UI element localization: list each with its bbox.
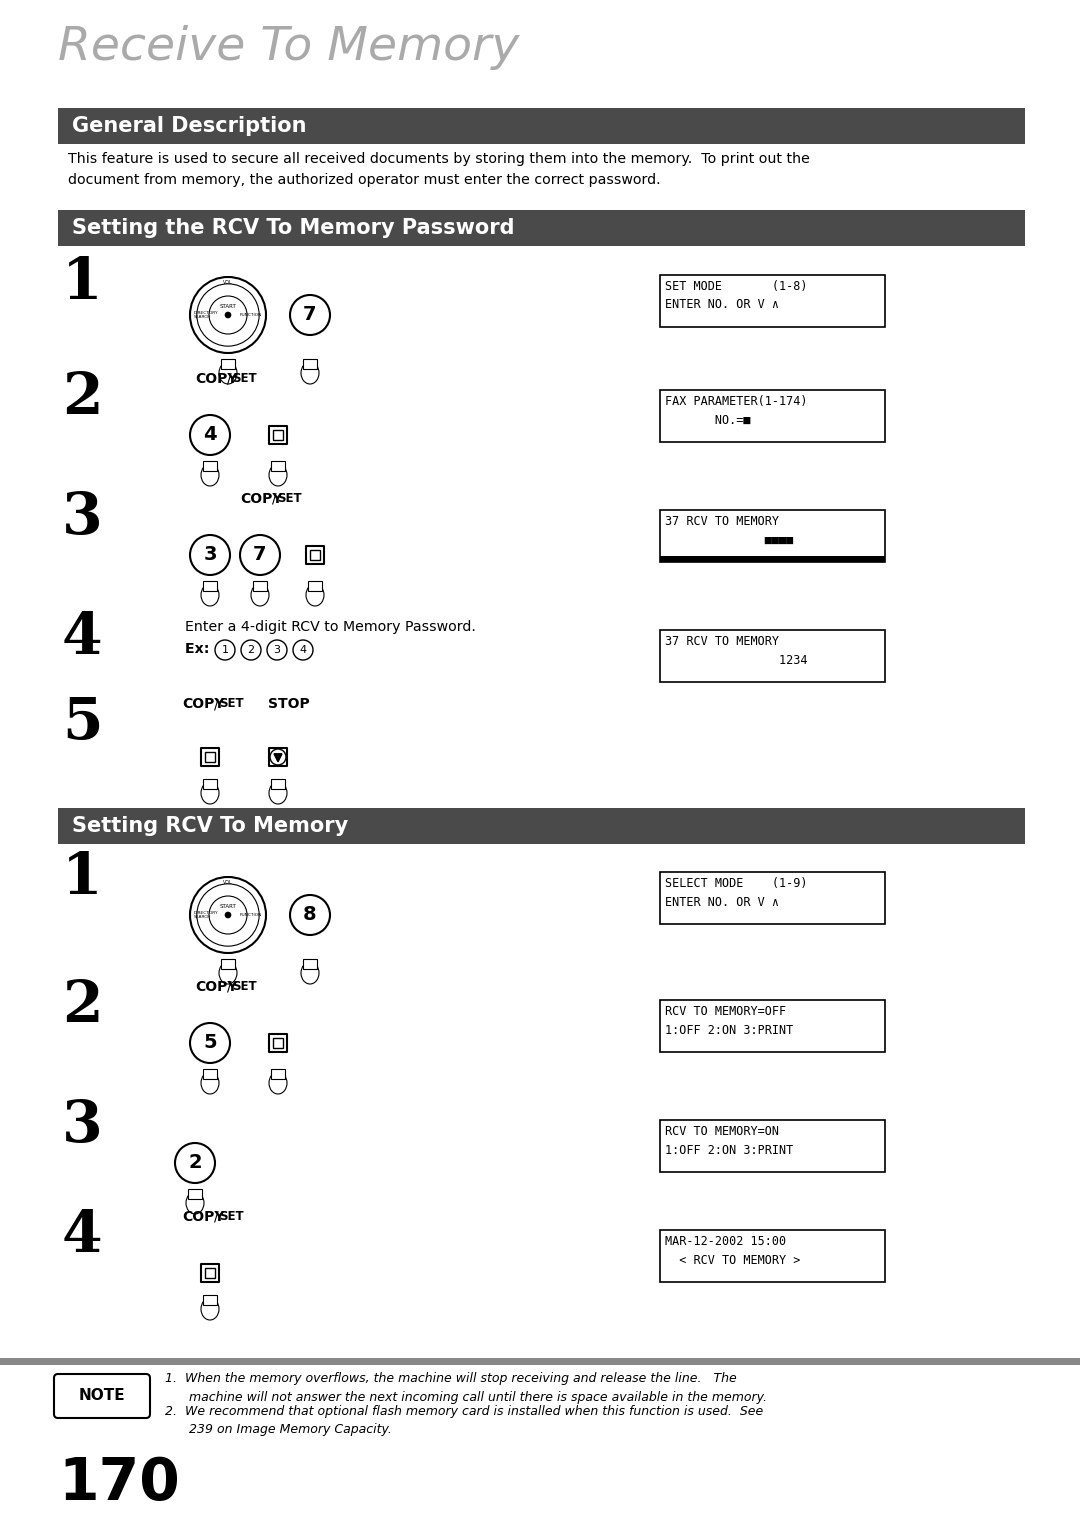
Circle shape bbox=[210, 895, 247, 934]
Bar bbox=[203, 1070, 217, 1079]
Bar bbox=[660, 275, 885, 327]
Text: 4: 4 bbox=[62, 610, 103, 666]
Ellipse shape bbox=[201, 584, 219, 607]
Circle shape bbox=[267, 640, 287, 660]
Text: 7: 7 bbox=[303, 306, 316, 324]
Circle shape bbox=[197, 284, 259, 347]
Text: SET: SET bbox=[232, 371, 257, 385]
Text: VOL: VOL bbox=[224, 280, 233, 286]
Text: Setting the RCV To Memory Password: Setting the RCV To Memory Password bbox=[72, 219, 514, 238]
Ellipse shape bbox=[269, 465, 287, 486]
Circle shape bbox=[215, 640, 235, 660]
Bar bbox=[58, 808, 1025, 843]
Ellipse shape bbox=[201, 1297, 219, 1320]
Circle shape bbox=[190, 1024, 230, 1063]
Text: DIRECTORY
SEARCH: DIRECTORY SEARCH bbox=[194, 911, 218, 920]
Bar bbox=[660, 630, 885, 681]
Text: 2: 2 bbox=[62, 978, 103, 1034]
Text: NOTE: NOTE bbox=[79, 1389, 125, 1404]
Bar bbox=[205, 1268, 215, 1277]
Bar bbox=[308, 581, 322, 591]
Text: SET: SET bbox=[219, 1210, 244, 1222]
Text: General Description: General Description bbox=[72, 116, 307, 136]
Text: START: START bbox=[219, 905, 237, 909]
Bar bbox=[660, 510, 885, 562]
Text: /: / bbox=[272, 492, 276, 506]
Text: 3: 3 bbox=[273, 645, 281, 656]
Text: 7: 7 bbox=[253, 545, 267, 564]
Bar bbox=[303, 359, 318, 368]
Text: Ex:: Ex: bbox=[185, 642, 214, 656]
Ellipse shape bbox=[219, 963, 237, 984]
Bar bbox=[303, 960, 318, 969]
Circle shape bbox=[291, 295, 330, 335]
Circle shape bbox=[190, 877, 266, 953]
Circle shape bbox=[190, 277, 266, 353]
Ellipse shape bbox=[201, 465, 219, 486]
Text: 8: 8 bbox=[303, 906, 316, 924]
Text: Setting RCV To Memory: Setting RCV To Memory bbox=[72, 816, 348, 836]
Text: /: / bbox=[214, 697, 218, 711]
Polygon shape bbox=[274, 753, 282, 762]
Bar bbox=[271, 461, 285, 471]
Ellipse shape bbox=[201, 1073, 219, 1094]
Text: COPY: COPY bbox=[240, 492, 283, 506]
Text: 5: 5 bbox=[62, 695, 103, 750]
Ellipse shape bbox=[306, 584, 324, 607]
Circle shape bbox=[240, 535, 280, 575]
Circle shape bbox=[190, 535, 230, 575]
Text: SET MODE       (1-8)
ENTER NO. OR V ∧: SET MODE (1-8) ENTER NO. OR V ∧ bbox=[665, 280, 808, 312]
Text: Receive To Memory: Receive To Memory bbox=[58, 24, 519, 70]
Text: 3: 3 bbox=[203, 545, 217, 564]
Text: 3: 3 bbox=[62, 1099, 103, 1154]
Bar bbox=[269, 1034, 287, 1051]
Text: COPY: COPY bbox=[183, 1210, 225, 1224]
Bar bbox=[253, 581, 267, 591]
Bar bbox=[205, 752, 215, 762]
Text: SELECT MODE    (1-9)
ENTER NO. OR V ∧: SELECT MODE (1-9) ENTER NO. OR V ∧ bbox=[665, 877, 808, 909]
Text: /: / bbox=[214, 1210, 218, 1224]
Text: START: START bbox=[219, 304, 237, 309]
Bar bbox=[269, 749, 287, 766]
Bar bbox=[201, 1264, 219, 1282]
Bar bbox=[203, 581, 217, 591]
Text: 1: 1 bbox=[62, 850, 103, 906]
Bar bbox=[660, 390, 885, 442]
Text: STOP: STOP bbox=[268, 697, 310, 711]
Bar bbox=[271, 779, 285, 788]
Text: 2: 2 bbox=[247, 645, 255, 656]
Text: SET: SET bbox=[276, 492, 301, 504]
Text: COPY: COPY bbox=[195, 371, 238, 387]
Text: VOL: VOL bbox=[224, 880, 233, 885]
Bar bbox=[203, 779, 217, 788]
Circle shape bbox=[291, 895, 330, 935]
Text: RCV TO MEMORY=ON
1:OFF 2:ON 3:PRINT: RCV TO MEMORY=ON 1:OFF 2:ON 3:PRINT bbox=[665, 1125, 793, 1157]
Bar bbox=[273, 1038, 283, 1048]
Ellipse shape bbox=[201, 782, 219, 804]
Text: FUNCTION: FUNCTION bbox=[240, 914, 262, 917]
Text: 1: 1 bbox=[62, 255, 103, 312]
Text: MAR-12-2002 15:00
  < RCV TO MEMORY >: MAR-12-2002 15:00 < RCV TO MEMORY > bbox=[665, 1235, 800, 1267]
Bar bbox=[221, 960, 235, 969]
Bar bbox=[269, 426, 287, 443]
Text: SET: SET bbox=[219, 697, 244, 711]
Circle shape bbox=[225, 312, 231, 318]
Bar bbox=[660, 556, 885, 562]
Bar bbox=[310, 550, 320, 559]
Text: 1: 1 bbox=[221, 645, 229, 656]
Bar bbox=[307, 545, 324, 564]
Bar bbox=[660, 1120, 885, 1172]
Ellipse shape bbox=[301, 963, 319, 984]
Circle shape bbox=[241, 640, 261, 660]
Ellipse shape bbox=[301, 362, 319, 384]
Text: 3: 3 bbox=[62, 490, 103, 545]
Text: RCV TO MEMORY=OFF
1:OFF 2:ON 3:PRINT: RCV TO MEMORY=OFF 1:OFF 2:ON 3:PRINT bbox=[665, 1005, 793, 1036]
FancyBboxPatch shape bbox=[54, 1374, 150, 1418]
Text: 170: 170 bbox=[58, 1455, 179, 1513]
Ellipse shape bbox=[186, 1192, 204, 1215]
Text: 4: 4 bbox=[62, 1209, 103, 1264]
Bar bbox=[58, 209, 1025, 246]
Bar bbox=[660, 1230, 885, 1282]
Text: COPY: COPY bbox=[183, 697, 225, 711]
Bar bbox=[203, 1296, 217, 1305]
